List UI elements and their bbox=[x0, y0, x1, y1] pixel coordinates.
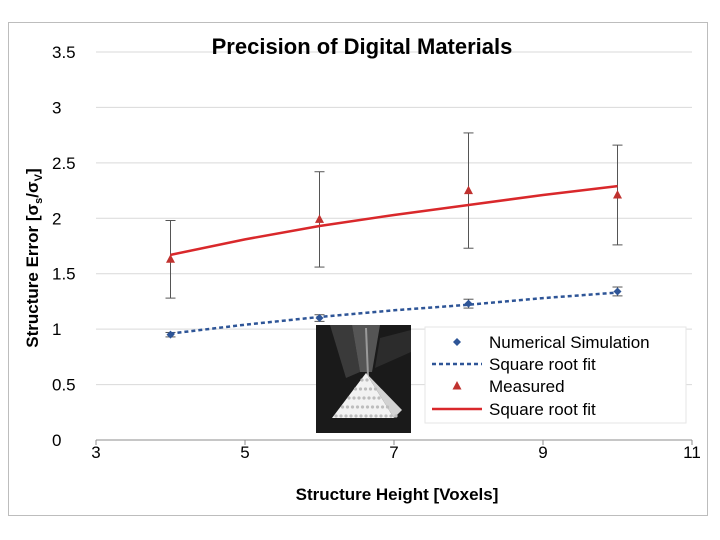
photo-voxel bbox=[380, 405, 385, 409]
y-axis-label-sigma-2: σ bbox=[23, 181, 42, 193]
legend-diamond-icon bbox=[453, 338, 461, 346]
photo-voxel bbox=[384, 414, 388, 418]
photo-voxel bbox=[352, 396, 356, 400]
photo-nozzle-right bbox=[375, 330, 411, 368]
measured-point bbox=[315, 214, 324, 223]
photo-voxel bbox=[377, 396, 381, 400]
series-layer bbox=[165, 132, 623, 339]
photo-voxel bbox=[345, 405, 350, 409]
legend-label: Measured bbox=[489, 377, 565, 396]
measured-point bbox=[464, 185, 473, 195]
photo-voxel bbox=[367, 396, 371, 400]
y-tick-label: 0 bbox=[52, 431, 61, 450]
photo-voxel bbox=[360, 405, 365, 409]
photo-voxel bbox=[339, 414, 343, 418]
y-tick-label: 3.5 bbox=[52, 43, 76, 62]
photo-voxel bbox=[373, 387, 378, 391]
photo-voxel bbox=[365, 405, 370, 409]
photo-voxel bbox=[350, 405, 355, 409]
measured-point bbox=[613, 190, 622, 199]
photo-voxel bbox=[394, 414, 398, 418]
photo-voxel bbox=[353, 387, 358, 391]
photo-voxel bbox=[389, 414, 393, 418]
photo-voxel bbox=[358, 387, 363, 391]
simulation-point bbox=[166, 330, 175, 339]
legend-items: Numerical Simulation Square root fit Measu… bbox=[432, 333, 650, 419]
photo-voxel bbox=[368, 387, 373, 391]
photo-voxel bbox=[364, 414, 368, 418]
photo-voxel bbox=[355, 405, 360, 409]
x-tick-label: 11 bbox=[683, 443, 701, 462]
y-axis-label-prefix: Structure Error [ bbox=[23, 215, 42, 348]
photo-voxel bbox=[349, 414, 353, 418]
photo-voxel bbox=[354, 414, 358, 418]
photo-voxel bbox=[379, 414, 383, 418]
inset-photo-3d-printed-pyramid bbox=[316, 325, 411, 433]
legend-triangle-icon bbox=[452, 381, 462, 390]
legend-label: Numerical Simulation bbox=[489, 333, 650, 352]
chart-title: Precision of Digital Materials bbox=[212, 34, 513, 59]
y-axis-label-sub-1: s bbox=[33, 198, 45, 204]
simulation-point bbox=[613, 287, 622, 296]
y-axis-label-slash: / bbox=[23, 193, 42, 198]
photo-voxel bbox=[370, 405, 375, 409]
photo-voxel bbox=[365, 378, 369, 382]
photo-voxel bbox=[359, 414, 363, 418]
series-2 bbox=[165, 132, 623, 299]
chart-frame bbox=[8, 22, 708, 516]
photo-voxel bbox=[374, 414, 378, 418]
y-axis-label-suffix: ] bbox=[23, 168, 42, 174]
x-tick-label: 9 bbox=[538, 443, 547, 462]
photo-voxel bbox=[363, 387, 368, 391]
photo-voxel bbox=[347, 396, 351, 400]
legend-label: Square root fit bbox=[489, 400, 596, 419]
series-3 bbox=[170, 184, 618, 257]
y-tick-label: 2 bbox=[52, 209, 61, 228]
y-tick-label: 2.5 bbox=[52, 154, 76, 173]
photo-nozzle-tip bbox=[365, 327, 369, 377]
photo-voxel bbox=[340, 405, 345, 409]
series-1 bbox=[170, 291, 618, 335]
x-tick-labels: 3 5 7 9 11 bbox=[91, 443, 701, 462]
y-tick-label: 0.5 bbox=[52, 376, 76, 395]
photo-voxel bbox=[369, 414, 373, 418]
x-tick-label: 5 bbox=[240, 443, 249, 462]
x-tick-label: 3 bbox=[91, 443, 100, 462]
y-axis-label-sub-2: V bbox=[33, 173, 45, 181]
x-axis-label: Structure Height [Voxels] bbox=[296, 485, 499, 504]
photo-voxel bbox=[344, 414, 348, 418]
y-tick-label: 3 bbox=[52, 98, 61, 117]
legend-label: Square root fit bbox=[489, 355, 596, 374]
photo-voxel bbox=[334, 414, 338, 418]
measured-point bbox=[166, 254, 175, 263]
y-tick-labels: 0 0.5 1 1.5 2 2.5 3 3.5 bbox=[52, 43, 76, 450]
simulation-fit-line bbox=[170, 291, 618, 335]
legend: Numerical Simulation Square root fit Measu… bbox=[424, 326, 687, 424]
y-tick-label: 1 bbox=[52, 320, 61, 339]
photo-voxel bbox=[385, 405, 390, 409]
photo-pyramid-side bbox=[366, 373, 402, 418]
photo-voxel bbox=[372, 396, 376, 400]
photo-voxel bbox=[360, 378, 364, 382]
x-tick-label: 7 bbox=[389, 443, 398, 462]
measured-fit-line bbox=[170, 184, 618, 257]
photo-pyramid-voxels bbox=[334, 378, 398, 418]
photo-voxel bbox=[362, 396, 366, 400]
photo-voxel bbox=[357, 396, 361, 400]
photo-voxel bbox=[375, 405, 380, 409]
y-axis-label: Structure Error [σs/σV] bbox=[23, 168, 45, 347]
legend-box bbox=[424, 326, 687, 424]
photo-nozzle-left bbox=[330, 325, 360, 378]
y-axis-label-sigma-1: σ bbox=[23, 203, 42, 215]
y-tick-label: 1.5 bbox=[52, 265, 76, 284]
